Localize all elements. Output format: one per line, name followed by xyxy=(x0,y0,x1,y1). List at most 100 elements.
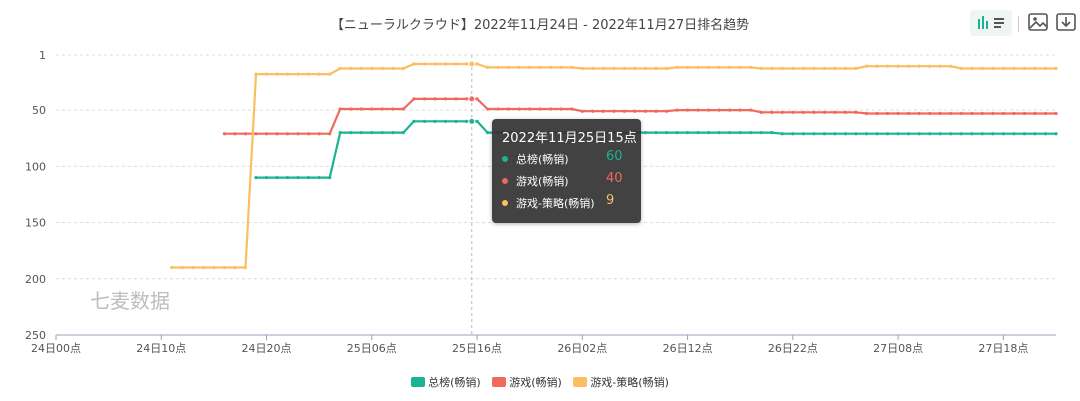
data-point[interactable] xyxy=(370,130,374,135)
data-point[interactable] xyxy=(1043,111,1048,116)
data-point[interactable] xyxy=(970,111,974,116)
data-point[interactable] xyxy=(959,66,963,71)
data-point[interactable] xyxy=(191,265,195,270)
data-point[interactable] xyxy=(991,132,995,136)
data-point[interactable] xyxy=(433,62,437,66)
data-point[interactable] xyxy=(391,107,395,111)
data-point[interactable] xyxy=(275,175,279,180)
data-point[interactable] xyxy=(949,132,953,136)
data-point[interactable] xyxy=(780,66,784,71)
data-point[interactable] xyxy=(422,119,427,123)
data-point[interactable] xyxy=(1001,111,1005,116)
data-point[interactable] xyxy=(338,66,342,71)
data-point[interactable] xyxy=(833,66,837,71)
data-point[interactable] xyxy=(812,110,816,114)
data-point[interactable] xyxy=(801,66,805,71)
data-point[interactable] xyxy=(264,175,269,180)
data-point[interactable] xyxy=(422,97,427,101)
data-point[interactable] xyxy=(528,65,532,69)
series-line-1[interactable] xyxy=(224,97,1056,135)
data-point[interactable] xyxy=(401,130,405,135)
data-point[interactable] xyxy=(549,107,553,111)
data-point[interactable] xyxy=(380,130,384,135)
data-point[interactable] xyxy=(591,66,595,71)
data-point[interactable] xyxy=(622,109,627,113)
data-point[interactable] xyxy=(1022,66,1027,71)
data-point[interactable] xyxy=(875,132,879,136)
data-point[interactable] xyxy=(254,175,258,180)
data-point[interactable] xyxy=(885,132,890,136)
data-point[interactable] xyxy=(928,111,932,116)
data-point[interactable] xyxy=(664,130,669,135)
data-point[interactable] xyxy=(212,265,216,270)
data-point[interactable] xyxy=(601,109,605,113)
data-point[interactable] xyxy=(517,65,521,69)
data-point[interactable] xyxy=(370,107,374,111)
data-point[interactable] xyxy=(307,72,311,76)
data-point[interactable] xyxy=(580,109,584,113)
data-point[interactable] xyxy=(1012,111,1016,116)
data-point[interactable] xyxy=(780,132,784,136)
data-point[interactable] xyxy=(907,64,911,68)
data-point[interactable] xyxy=(507,107,511,111)
data-point[interactable] xyxy=(475,119,479,123)
data-point[interactable] xyxy=(349,66,353,71)
data-point[interactable] xyxy=(907,111,911,116)
data-point[interactable] xyxy=(896,111,900,116)
data-point[interactable] xyxy=(359,107,363,111)
data-point[interactable] xyxy=(728,108,732,112)
data-point[interactable] xyxy=(1001,132,1005,136)
data-point[interactable] xyxy=(622,66,627,71)
legend-item[interactable]: 总榜(畅销) xyxy=(411,374,481,390)
data-point[interactable] xyxy=(317,72,321,76)
data-point[interactable] xyxy=(685,65,690,69)
data-point[interactable] xyxy=(538,107,542,111)
data-point[interactable] xyxy=(749,108,753,112)
data-point[interactable] xyxy=(759,130,763,135)
data-point[interactable] xyxy=(296,72,300,76)
data-point[interactable] xyxy=(464,97,469,101)
data-point[interactable] xyxy=(738,108,742,112)
data-point[interactable] xyxy=(349,107,353,111)
data-point[interactable] xyxy=(612,109,616,113)
data-point[interactable] xyxy=(1001,66,1005,71)
data-point[interactable] xyxy=(412,62,416,66)
data-point[interactable] xyxy=(875,64,879,68)
data-point[interactable] xyxy=(917,64,921,68)
data-point[interactable] xyxy=(696,108,700,112)
data-point[interactable] xyxy=(296,132,300,136)
data-point[interactable] xyxy=(833,110,837,114)
data-point[interactable] xyxy=(380,66,384,71)
data-point[interactable] xyxy=(307,132,311,136)
data-point[interactable] xyxy=(370,66,374,71)
download-icon[interactable] xyxy=(1054,10,1080,36)
data-point[interactable] xyxy=(475,97,479,101)
data-point[interactable] xyxy=(496,107,500,111)
data-point[interactable] xyxy=(738,130,742,135)
bar-line-toggle-icon[interactable] xyxy=(970,10,1012,36)
data-point[interactable] xyxy=(1033,132,1037,136)
data-point[interactable] xyxy=(717,65,721,69)
data-point[interactable] xyxy=(749,65,753,69)
data-point[interactable] xyxy=(391,66,395,71)
data-point[interactable] xyxy=(401,107,405,111)
data-point[interactable] xyxy=(1012,66,1016,71)
data-point[interactable] xyxy=(349,130,353,135)
data-point[interactable] xyxy=(1054,132,1058,136)
data-point[interactable] xyxy=(643,109,648,113)
data-point[interactable] xyxy=(917,111,921,116)
data-point[interactable] xyxy=(1022,132,1027,136)
data-point[interactable] xyxy=(696,65,700,69)
data-point[interactable] xyxy=(717,108,721,112)
data-point[interactable] xyxy=(264,72,269,76)
data-point[interactable] xyxy=(591,109,595,113)
data-point[interactable] xyxy=(1054,66,1058,71)
data-point[interactable] xyxy=(980,66,984,71)
data-point[interactable] xyxy=(843,66,848,71)
data-point[interactable] xyxy=(854,110,858,114)
data-point[interactable] xyxy=(633,109,637,113)
data-point[interactable] xyxy=(338,130,342,135)
data-point[interactable] xyxy=(938,111,942,116)
data-point[interactable] xyxy=(328,175,332,180)
